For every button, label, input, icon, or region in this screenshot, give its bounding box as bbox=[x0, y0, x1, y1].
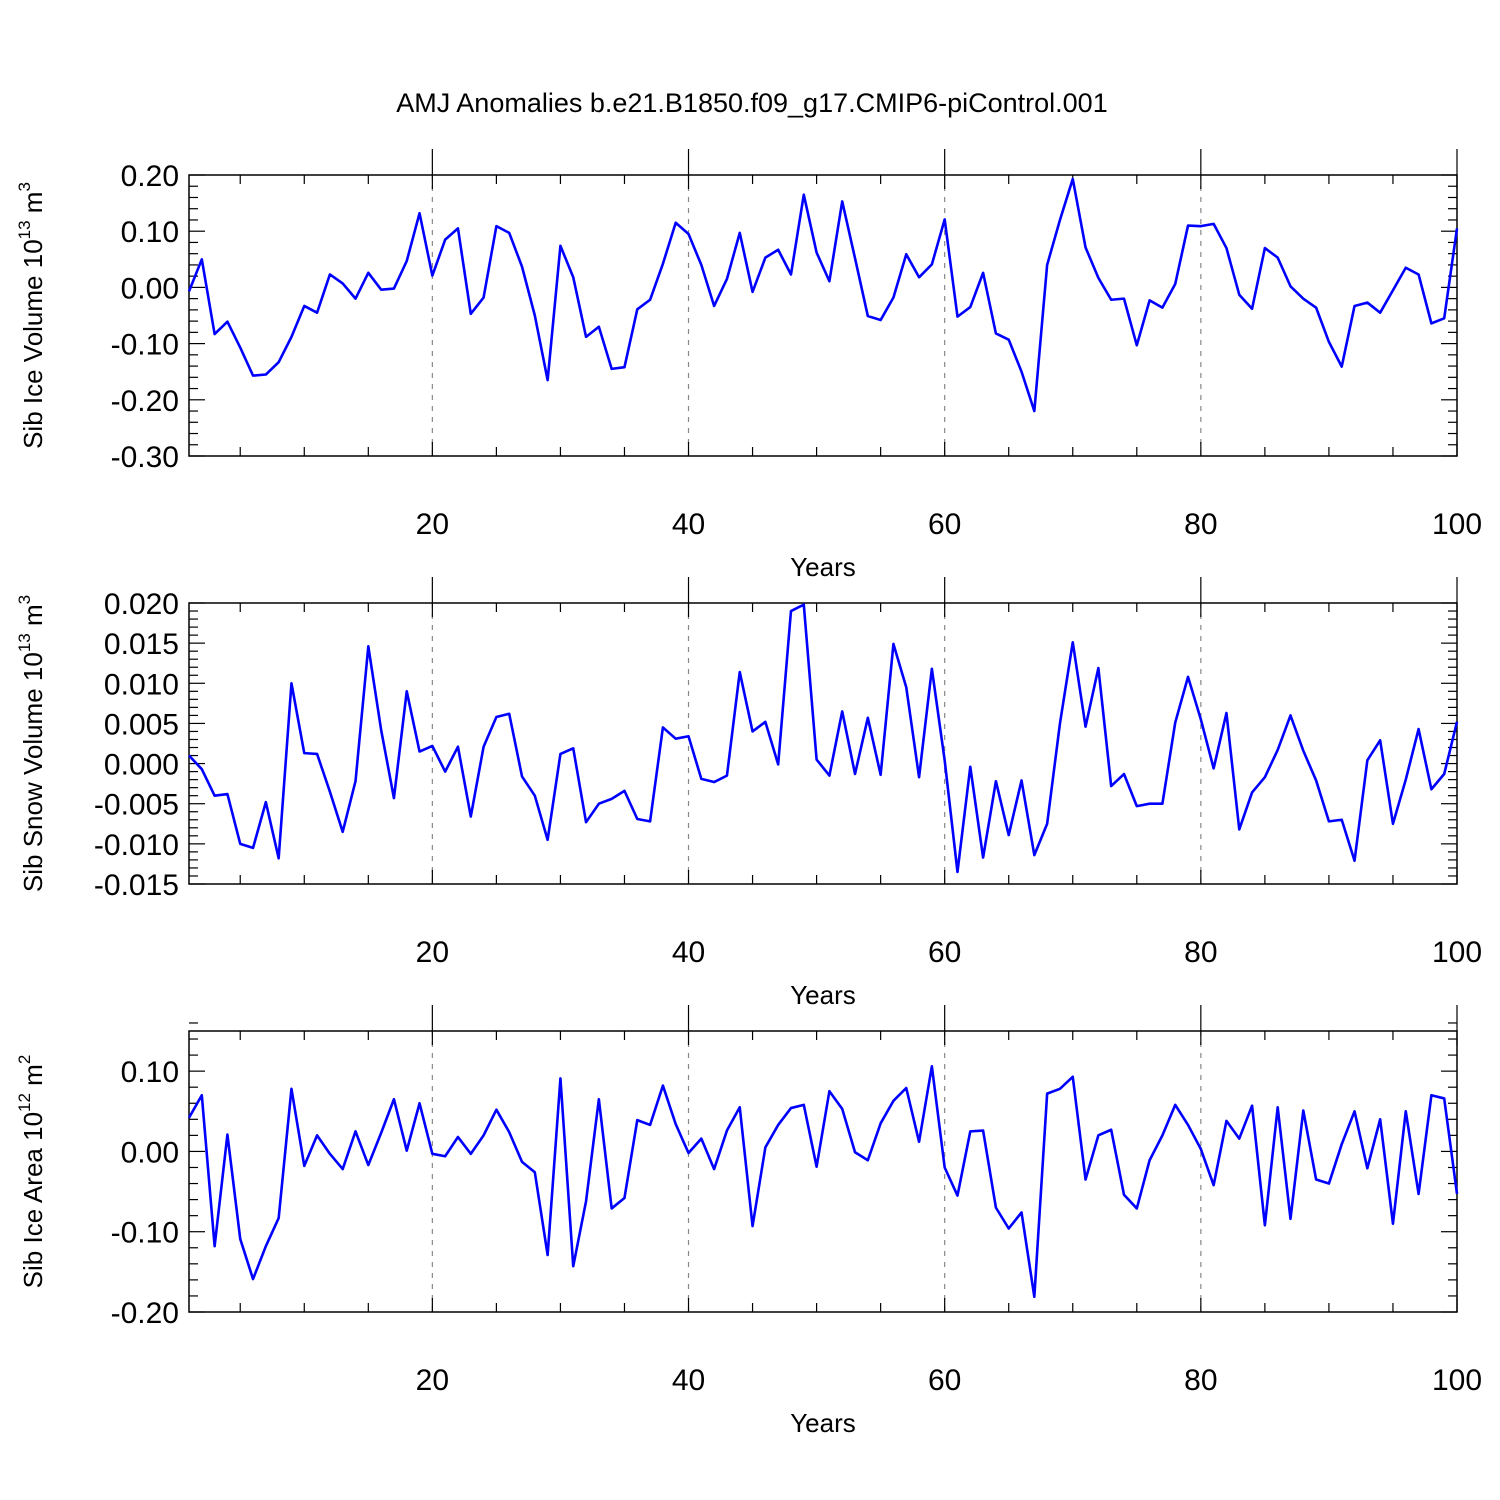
y-tick-label: -0.005 bbox=[94, 789, 179, 822]
y-axis-label-unit: m bbox=[18, 604, 48, 633]
y-axis-label: Sib Ice Volume 1013 m3 bbox=[15, 182, 48, 449]
x-tick-label: 100 bbox=[1432, 1364, 1482, 1397]
y-axis-label-exponent: 13 bbox=[15, 633, 34, 652]
y-axis-label: Sib Ice Area 1012 m2 bbox=[15, 1055, 48, 1289]
x-tick-label: 100 bbox=[1432, 936, 1482, 969]
plot-frame bbox=[188, 1030, 1458, 1313]
y-tick-label: -0.20 bbox=[111, 1297, 179, 1330]
panels: -0.30 -0.20 -0.10 0.00 0.10 0.20 20 40 60 80 100 Ye… bbox=[15, 149, 1482, 1438]
y-tick-label: 0.10 bbox=[121, 216, 179, 249]
y-axis-label-exponent: 12 bbox=[15, 1093, 34, 1112]
figure-title: AMJ Anomalies b.e21.B1850.f09_g17.CMIP6-… bbox=[396, 88, 1107, 118]
x-tick-label: 60 bbox=[928, 508, 961, 541]
x-tick-label: 40 bbox=[672, 508, 705, 541]
chart-panel-3: -0.20 -0.10 0.00 0.10 20 40 60 80 100 Years Sib Ic… bbox=[15, 1005, 1482, 1438]
y-tick-label: -0.010 bbox=[94, 829, 179, 862]
y-axis-label-text: Sib Ice Volume 10 bbox=[18, 239, 48, 449]
x-tick-label: 80 bbox=[1184, 508, 1217, 541]
y-axis-label-text: Sib Snow Volume 10 bbox=[18, 652, 48, 892]
y-tick-label: -0.015 bbox=[94, 869, 179, 902]
x-tick-label: 20 bbox=[416, 936, 449, 969]
series-line bbox=[187, 177, 1459, 413]
x-tick-label: 20 bbox=[416, 1364, 449, 1397]
chart-panel-1: -0.30 -0.20 -0.10 0.00 0.10 0.20 20 40 60 80 100 Ye… bbox=[15, 149, 1482, 582]
y-tick-label: 0.00 bbox=[121, 1136, 179, 1169]
y-axis-label-unit-exponent: 3 bbox=[15, 595, 34, 604]
series-line bbox=[187, 1065, 1459, 1299]
y-tick-label: 0.020 bbox=[104, 588, 179, 621]
y-axis-label: Sib Snow Volume 1013 m3 bbox=[15, 595, 48, 892]
x-tick-label: 40 bbox=[672, 936, 705, 969]
x-tick-label: 60 bbox=[928, 1364, 961, 1397]
x-axis-label: Years bbox=[790, 1408, 856, 1438]
y-tick-label: 0.010 bbox=[104, 668, 179, 701]
y-tick-label: -0.30 bbox=[111, 441, 179, 474]
chart-panel-2: -0.015 -0.010 -0.005 0.000 0.005 0.010 0.015 0.… bbox=[15, 577, 1482, 1010]
x-tick-label: 100 bbox=[1432, 508, 1482, 541]
x-tick-label: 80 bbox=[1184, 936, 1217, 969]
x-tick-label: 60 bbox=[928, 936, 961, 969]
y-axis-label-text: Sib Ice Area 10 bbox=[18, 1112, 48, 1288]
series-line bbox=[188, 603, 1459, 874]
y-tick-label: -0.10 bbox=[111, 329, 179, 362]
plot-frame bbox=[188, 174, 1458, 457]
y-tick-label: 0.20 bbox=[121, 160, 179, 193]
y-tick-label: 0.00 bbox=[121, 272, 179, 305]
x-tick-label: 40 bbox=[672, 1364, 705, 1397]
x-tick-label: 20 bbox=[416, 508, 449, 541]
y-tick-label: 0.005 bbox=[104, 708, 179, 741]
x-axis-label: Years bbox=[790, 980, 856, 1010]
x-axis-label: Years bbox=[790, 552, 856, 582]
y-tick-label: -0.10 bbox=[111, 1217, 179, 1250]
y-axis-label-unit: m bbox=[18, 192, 48, 221]
y-axis-label-unit-exponent: 2 bbox=[15, 1055, 34, 1064]
y-axis-label-unit: m bbox=[18, 1064, 48, 1093]
y-tick-label: 0.000 bbox=[104, 749, 179, 782]
x-tick-label: 80 bbox=[1184, 1364, 1217, 1397]
plot-frame bbox=[188, 602, 1458, 885]
y-axis-label-exponent: 13 bbox=[15, 220, 34, 239]
y-tick-label: -0.20 bbox=[111, 385, 179, 418]
y-axis-label-unit-exponent: 3 bbox=[15, 182, 34, 191]
y-tick-label: 0.015 bbox=[104, 628, 179, 661]
y-tick-label: 0.10 bbox=[121, 1056, 179, 1089]
